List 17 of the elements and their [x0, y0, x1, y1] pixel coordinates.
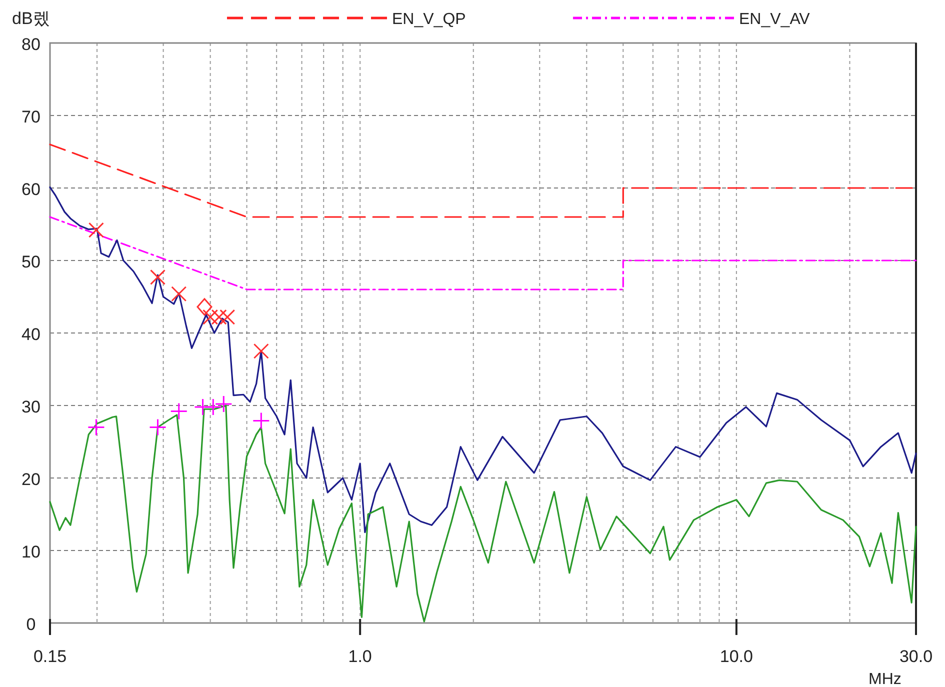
legend-label: EN_V_QP: [392, 11, 466, 28]
y-tick-label: 70: [22, 108, 40, 126]
x-tick-label: 30.0: [899, 647, 933, 666]
y-axis-title: dB렜: [12, 9, 50, 28]
y-tick-label: 0: [26, 615, 36, 634]
y-tick-label: 30: [22, 398, 40, 416]
y-tick-label: 80: [22, 35, 40, 54]
legend-label: EN_V_AV: [739, 11, 810, 28]
x-tick-label: 10.0: [720, 647, 753, 666]
y-tick-label: 60: [22, 180, 40, 199]
y-tick-label: 50: [22, 252, 40, 272]
y-tick-label: 10: [22, 542, 40, 562]
y-tick-label: 40: [22, 325, 40, 344]
y-tick-label: 20: [22, 470, 40, 489]
x-axis-title: MHz: [868, 671, 902, 687]
x-tick-label: 1.0: [348, 647, 372, 666]
x-tick-label: 0.15: [33, 647, 67, 666]
